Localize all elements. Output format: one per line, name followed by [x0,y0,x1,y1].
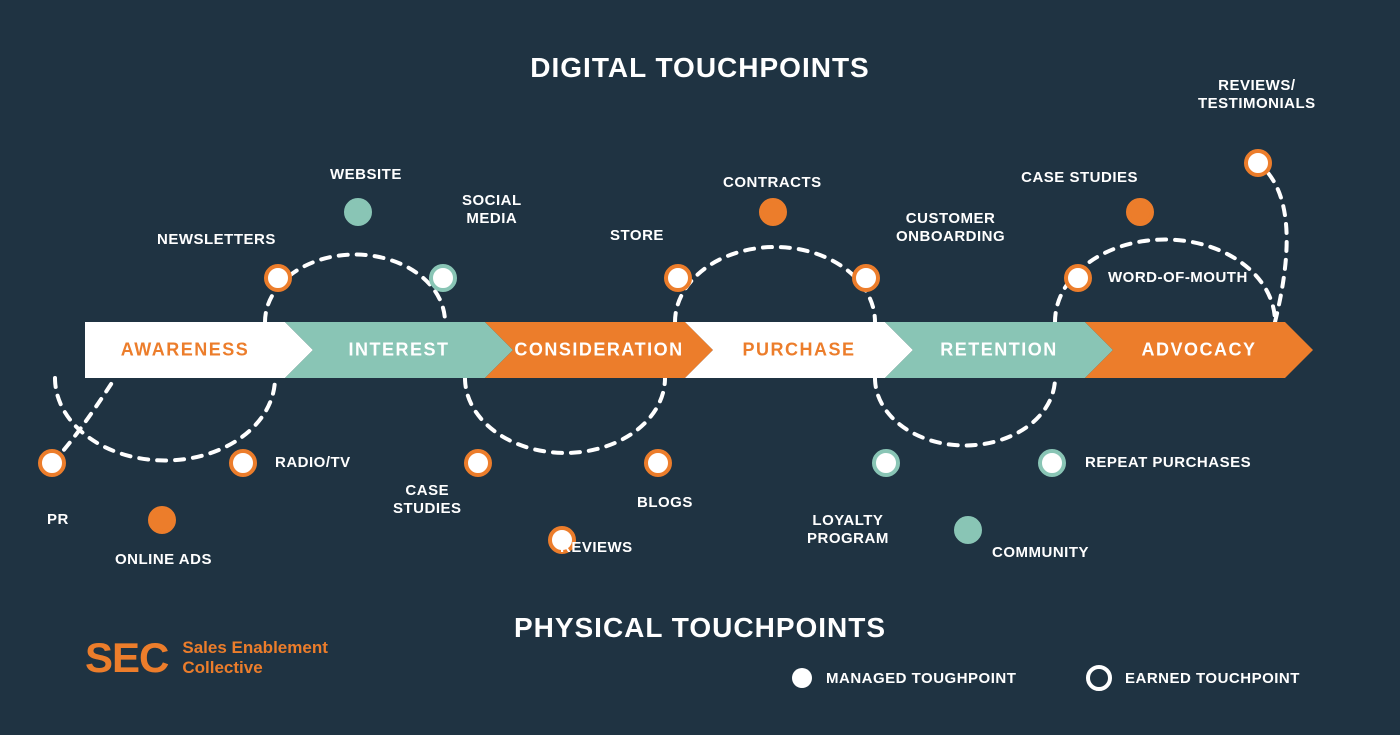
touchpoint-dot [40,451,64,475]
touchpoint-dot [431,266,455,290]
touchpoint-dot [1246,151,1270,175]
title-physical: PHYSICAL TOUCHPOINTS [514,612,886,644]
logo-text: Sales Enablement Collective [182,638,328,677]
touchpoint-label: CONTRACTS [723,174,822,192]
touchpoint-dot [956,518,980,542]
touchpoint-label: CUSTOMER ONBOARDING [896,210,1005,246]
stage-consideration: CONSIDERATION [514,340,683,361]
touchpoint-label: RADIO/TV [275,454,351,472]
touchpoint-dot [346,200,370,224]
logo: SEC Sales Enablement Collective [85,634,328,682]
legend-managed: MANAGED TOUGHPOINT [790,666,1016,690]
touchpoint-dot [761,200,785,224]
touchpoint-label: REVIEWS [560,539,633,557]
stage-retention: RETENTION [940,340,1058,361]
touchpoint-label: BLOGS [637,494,693,512]
stage-awareness: AWARENESS [121,340,250,361]
touchpoint-label: ONLINE ADS [115,551,212,569]
touchpoint-dot [874,451,898,475]
legend-earned: EARNED TOUCHPOINT [1085,664,1300,692]
touchpoint-dot [1040,451,1064,475]
touchpoint-dot [1128,200,1152,224]
touchpoint-label: CASE STUDIES [1021,169,1138,187]
touchpoint-dot [150,508,174,532]
touchpoint-label: STORE [610,227,664,245]
touchpoint-label: REPEAT PURCHASES [1085,454,1251,472]
logo-line2: Collective [182,658,328,678]
touchpoint-label: SOCIAL MEDIA [462,192,522,228]
touchpoint-dot [231,451,255,475]
stage-advocacy: ADVOCACY [1141,340,1256,361]
diagram-canvas: DIGITAL TOUCHPOINTS PHYSICAL TOUCHPOINTS… [0,0,1400,735]
touchpoint-label: CASE STUDIES [393,482,462,518]
touchpoint-label: LOYALTY PROGRAM [807,512,889,548]
logo-mark: SEC [85,634,168,682]
title-digital: DIGITAL TOUCHPOINTS [530,52,869,84]
touchpoint-label: PR [47,511,69,529]
touchpoint-dot [466,451,490,475]
touchpoint-dot [266,266,290,290]
legend-earned-text: EARNED TOUCHPOINT [1125,670,1300,687]
touchpoint-dot [854,266,878,290]
touchpoint-label: NEWSLETTERS [157,231,276,249]
touchpoint-label: WORD-OF-MOUTH [1108,269,1248,287]
touchpoint-dot [1066,266,1090,290]
stage-purchase: PURCHASE [742,340,855,361]
legend-managed-text: MANAGED TOUGHPOINT [826,670,1016,687]
touchpoint-dot [666,266,690,290]
touchpoint-dot [646,451,670,475]
touchpoint-label: REVIEWS/ TESTIMONIALS [1198,77,1316,113]
logo-line1: Sales Enablement [182,638,328,658]
touchpoint-label: COMMUNITY [992,544,1089,562]
stage-interest: INTEREST [348,340,449,361]
touchpoint-label: WEBSITE [330,166,402,184]
